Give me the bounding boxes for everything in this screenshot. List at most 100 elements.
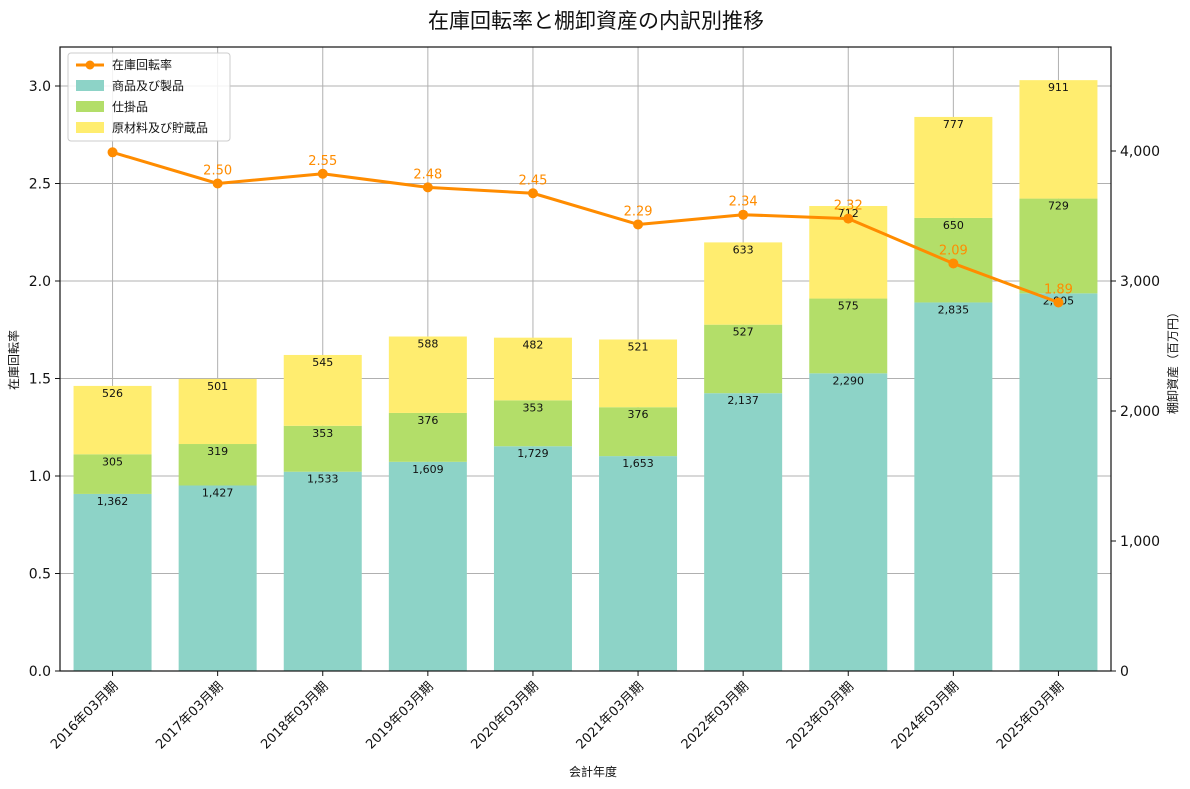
y-left-tick-label: 2.0 <box>29 274 51 290</box>
turnover-point <box>948 258 959 269</box>
turnover-point <box>527 188 538 199</box>
y-left-tick-label: 0.5 <box>29 567 51 583</box>
turnover-line: 2.50 2.55 2.48 2.45 2.29 2.34 2.32 2.09 1.89 <box>107 147 1073 308</box>
bar-segment <box>493 446 572 671</box>
bar-segment <box>1019 198 1098 294</box>
turnover-value-label: 2.50 <box>203 164 232 179</box>
y-right-tick-label: 2,000 <box>1120 404 1160 420</box>
bar-segment <box>388 336 467 413</box>
bar-segment <box>809 373 888 671</box>
bar-segment <box>704 324 783 394</box>
bar-value-label: 588 <box>417 338 438 351</box>
bar-segment <box>283 354 362 426</box>
x-tick-label: 2019年03月期 <box>363 679 436 752</box>
bar-value-label: 633 <box>733 243 754 256</box>
bar-segment <box>914 116 993 218</box>
turnover-value-label: 2.34 <box>729 195 758 210</box>
bar-value-label: 527 <box>733 326 754 339</box>
bar-value-label: 482 <box>522 339 543 352</box>
turnover-value-label: 2.09 <box>939 243 968 258</box>
turnover-point <box>422 182 433 193</box>
bar-segment <box>1019 293 1098 671</box>
bar-value-label: 376 <box>628 408 649 421</box>
x-tick-label: 2025年03月期 <box>994 679 1067 752</box>
x-axis-label: 会計年度 <box>569 764 617 779</box>
bar-value-label: 2,137 <box>727 394 759 407</box>
y-axis-left-label: 在庫回転率 <box>6 330 21 390</box>
y-left-tick-label: 2.5 <box>29 177 51 193</box>
bar-segment <box>178 444 257 486</box>
bar-segment <box>283 425 362 472</box>
x-tick-label: 2024年03月期 <box>889 679 962 752</box>
y-left-tick-label: 1.5 <box>29 372 51 388</box>
turnover-value-label: 2.45 <box>518 173 547 188</box>
bar-segment <box>178 485 257 671</box>
bar-value-label: 712 <box>838 207 859 220</box>
turnover-point <box>843 213 854 224</box>
bar-value-label: 1,609 <box>412 463 444 476</box>
y-right-tick-label: 4,000 <box>1120 144 1160 160</box>
turnover-value-label: 1.89 <box>1044 282 1073 297</box>
legend-bar-swatch <box>76 122 104 133</box>
bar-value-label: 353 <box>312 427 333 440</box>
bar-segment <box>914 302 993 671</box>
legend-line-marker <box>85 60 95 70</box>
legend-item-label: 在庫回転率 <box>112 57 172 72</box>
bar-segment <box>809 298 888 374</box>
bar-segment <box>704 242 783 325</box>
bar-value-label: 501 <box>207 380 228 393</box>
bar-value-label: 777 <box>943 118 964 131</box>
bar-value-label: 2,835 <box>938 303 970 316</box>
bar-segment <box>599 339 678 408</box>
legend-bar-swatch <box>76 80 104 91</box>
bar-segment <box>493 400 572 447</box>
bar-segment <box>388 461 467 671</box>
bar-segment <box>1019 80 1098 199</box>
bar-value-label: 911 <box>1048 81 1069 94</box>
bar-segment <box>599 456 678 671</box>
x-tick-label: 2018年03月期 <box>258 679 331 752</box>
y-left-tick-label: 3.0 <box>29 79 51 95</box>
bar-value-label: 521 <box>628 341 649 354</box>
turnover-value-label: 2.29 <box>624 204 653 219</box>
turnover-value-label: 2.55 <box>308 154 337 169</box>
turnover-value-label: 2.32 <box>834 199 863 214</box>
bar-value-label: 650 <box>943 219 964 232</box>
turnover-line-path <box>112 150 1059 304</box>
turnover-point <box>1053 297 1064 308</box>
bar-segment <box>493 337 572 401</box>
x-tick-label: 2017年03月期 <box>153 679 226 752</box>
legend-bar-swatch <box>76 101 104 112</box>
bar-segment <box>388 412 467 462</box>
bar-segment <box>178 378 257 445</box>
plot-frame <box>59 46 1112 672</box>
turnover-point <box>107 147 118 158</box>
bar-segment <box>73 454 152 494</box>
bar-value-label: 319 <box>207 445 228 458</box>
stacked-bars <box>73 80 1098 671</box>
legend-box <box>67 52 231 142</box>
x-tick-label: 2020年03月期 <box>468 679 541 752</box>
bar-segment <box>599 407 678 457</box>
bar-value-label: 1,362 <box>97 495 129 508</box>
bar-value-label: 1,427 <box>202 486 234 499</box>
bar-value-label: 305 <box>102 455 123 468</box>
legend-item-label: 商品及び製品 <box>112 78 184 93</box>
y-right-tick-label: 1,000 <box>1120 534 1160 550</box>
bar-segment <box>73 385 152 455</box>
x-tick-label: 2022年03月期 <box>679 679 752 752</box>
bar-value-label: 545 <box>312 356 333 369</box>
bar-segment <box>283 471 362 671</box>
turnover-point <box>317 168 328 179</box>
chart-title: 在庫回転率と棚卸資産の内訳別推移 <box>428 9 764 33</box>
bar-value-label: 376 <box>417 414 438 427</box>
turnover-value-label: 2.48 <box>413 167 442 182</box>
bar-value-label: 729 <box>1048 200 1069 213</box>
bar-value-label: 1,729 <box>517 447 549 460</box>
bar-segment <box>704 393 783 671</box>
bar-value-label: 2,290 <box>833 374 865 387</box>
y-left-tick-label: 0.0 <box>29 664 51 680</box>
turnover-point <box>212 178 223 189</box>
bar-value-label: 1,533 <box>307 473 339 486</box>
